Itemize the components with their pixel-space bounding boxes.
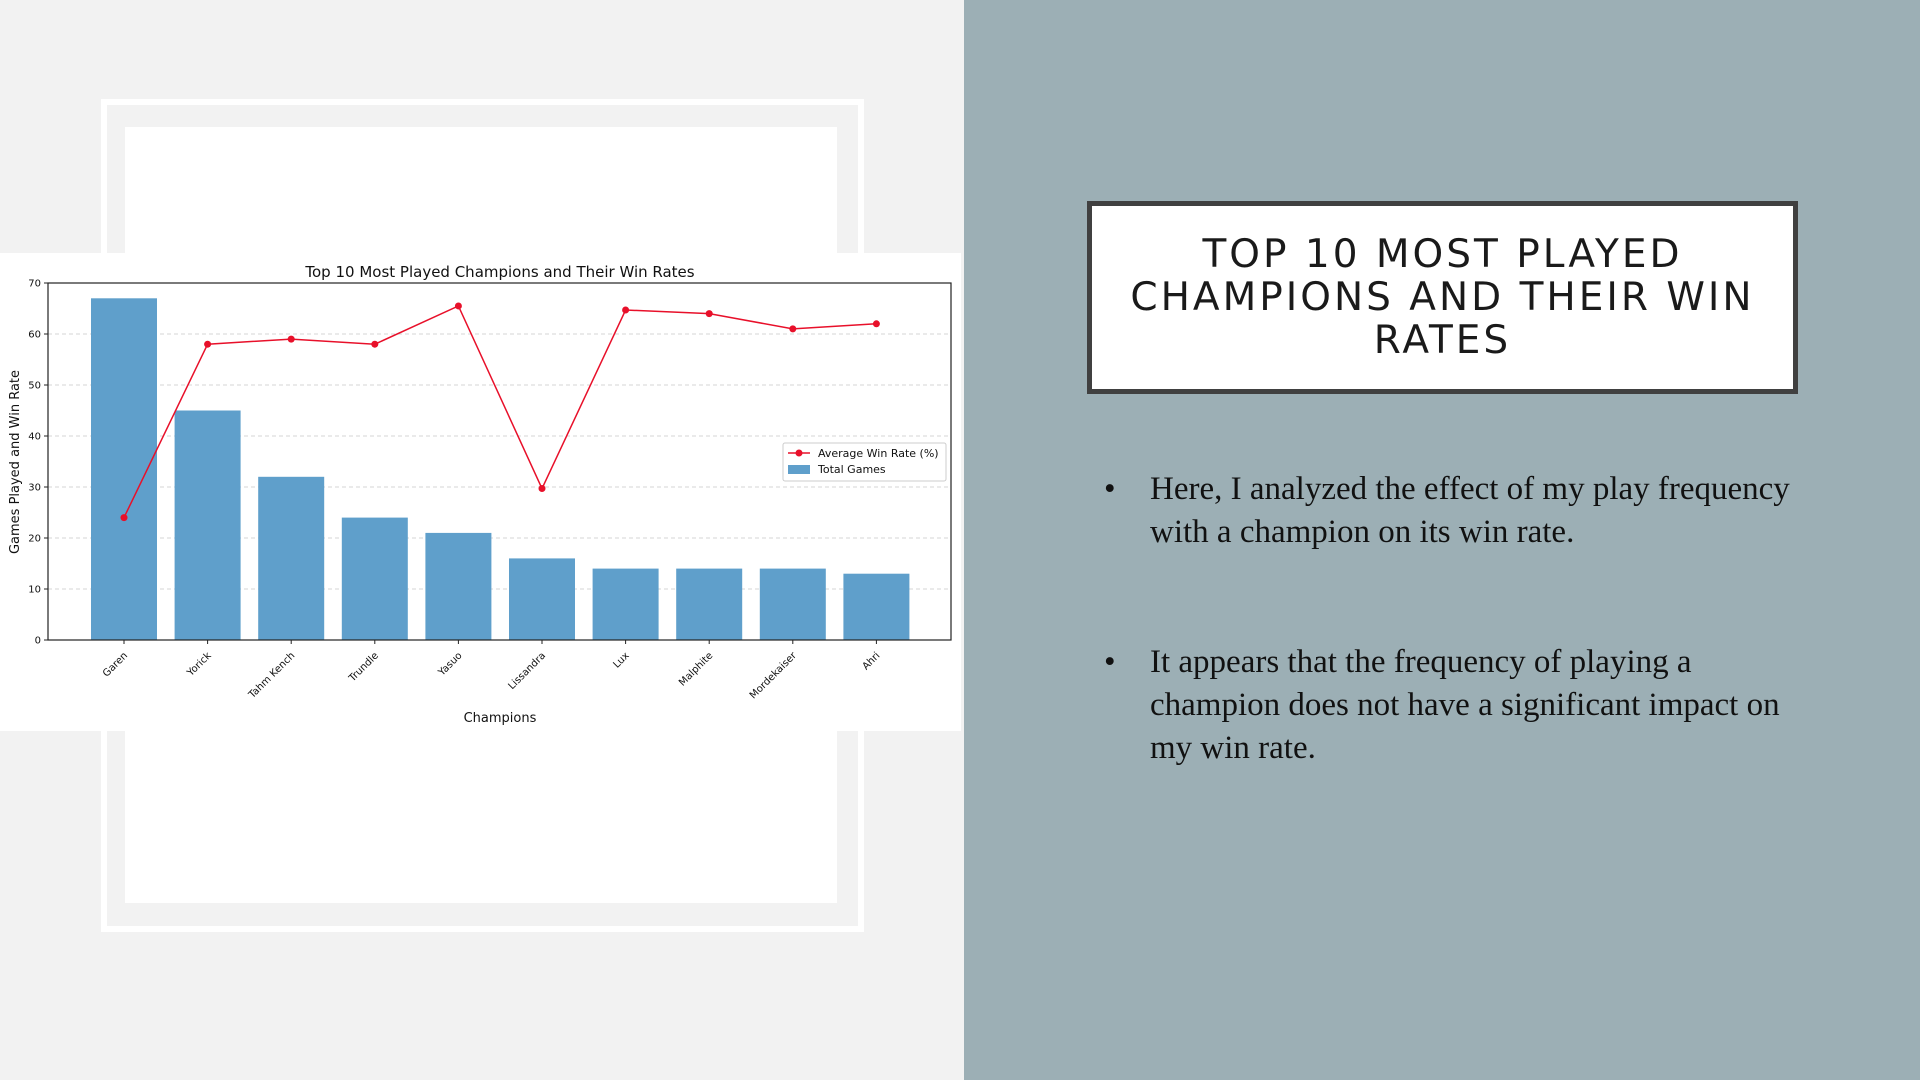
bar [425, 532, 492, 640]
legend-box [782, 442, 947, 482]
legend: Average Win Rate (%) Total Games [782, 442, 947, 482]
line-series [120, 302, 880, 522]
bar [258, 476, 325, 640]
bullet-symbol: • [1104, 471, 1116, 507]
combo-chart: 0 10 20 30 40 50 60 70 Garen Yorick Tahm Kench Tru… [8, 263, 952, 726]
line-point [705, 310, 713, 318]
x-tick-label: Lissandra [507, 650, 549, 692]
bar [91, 298, 157, 640]
bullet-text: Here, I analyzed the effect of my play f… [1150, 471, 1790, 550]
x-tick-label: Ahri [861, 650, 883, 672]
line-point [789, 325, 797, 333]
bar [341, 517, 408, 640]
line-point [287, 335, 295, 343]
line-point [371, 340, 379, 348]
chart-card: 0 10 20 30 40 50 60 70 Garen Yorick Tahm Kench Tru… [0, 253, 961, 731]
y-tick-label: 50 [28, 381, 41, 392]
win-rate-line [123, 304, 877, 518]
bar [676, 568, 743, 640]
y-axis-label: Games Played and Win Rate [8, 370, 23, 554]
bar-series [91, 298, 910, 640]
x-axis: Garen Yorick Tahm Kench Trundle Yasuo Lissand… [101, 640, 883, 701]
x-axis-label: Champions [464, 711, 537, 726]
bullet-item: • Here, I analyzed the effect of my play… [1104, 468, 1804, 554]
line-point [872, 320, 880, 328]
bullet-item: • It appears that the frequency of playi… [1104, 641, 1804, 770]
line-point [204, 340, 212, 348]
x-tick-label: Garen [101, 650, 130, 679]
legend-line-marker [795, 449, 803, 457]
bullet-text: It appears that the frequency of playing… [1150, 644, 1780, 766]
bar [174, 410, 241, 640]
x-tick-label: Mordekaiser [748, 650, 800, 702]
y-tick-label: 60 [28, 330, 41, 341]
bar [759, 568, 826, 640]
plot-area-border [47, 282, 952, 641]
y-tick-label: 0 [35, 636, 41, 647]
x-tick-label: Lux [611, 650, 631, 670]
y-tick-label: 20 [28, 534, 41, 545]
line-point [454, 302, 462, 310]
bullet-symbol: • [1104, 644, 1116, 680]
x-tick-label: Trundle [346, 650, 380, 684]
x-tick-label: Malphite [677, 650, 715, 688]
bar [843, 573, 910, 640]
y-tick-label: 70 [28, 279, 41, 290]
y-axis: 0 10 20 30 40 50 60 70 [28, 279, 48, 647]
line-point [622, 306, 630, 314]
bar [509, 558, 575, 640]
legend-bar-label: Total Games [817, 463, 886, 476]
x-tick-label: Tahm Kench [246, 650, 297, 701]
title-box: TOP 10 MOST PLAYED CHAMPIONS AND THEIR W… [1087, 201, 1798, 394]
y-tick-label: 40 [28, 432, 41, 443]
x-tick-label: Yorick [185, 650, 214, 679]
x-tick-label: Yasuo [436, 650, 465, 679]
y-tick-label: 10 [28, 585, 41, 596]
legend-line-label: Average Win Rate (%) [818, 447, 939, 460]
right-panel [964, 0, 1920, 1080]
line-point [120, 514, 128, 522]
bar [592, 568, 659, 640]
chart-title: Top 10 Most Played Champions and Their W… [304, 263, 694, 281]
y-tick-label: 30 [28, 483, 41, 494]
bullet-list: • Here, I analyzed the effect of my play… [1104, 468, 1804, 857]
line-point [538, 485, 546, 493]
left-panel: 0 10 20 30 40 50 60 70 Garen Yorick Tahm Kench Tru… [0, 99, 961, 932]
legend-bar-swatch [788, 465, 810, 474]
slide-title: TOP 10 MOST PLAYED CHAMPIONS AND THEIR W… [1130, 232, 1755, 363]
